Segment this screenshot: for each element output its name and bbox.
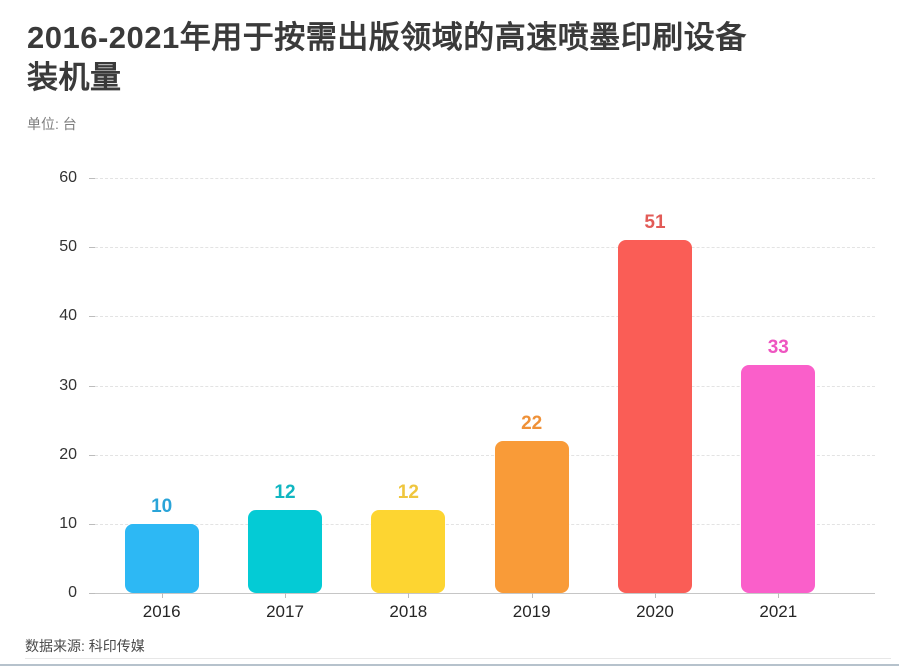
x-axis-slot-2018: 2018 (347, 593, 470, 633)
x-axis-tick-2016 (161, 593, 163, 598)
data-source-label: 数据来源: 科印传媒 (25, 638, 145, 654)
bar-group-2019: 22 (470, 178, 593, 593)
x-axis-label-2018: 2018 (389, 602, 428, 621)
bar-group-2020: 51 (593, 178, 716, 593)
y-axis-label-10: 10 (59, 514, 77, 532)
bar-value-label-2020: 51 (644, 212, 666, 234)
x-axis-slot-2016: 2016 (100, 593, 223, 633)
x-axis-label-2021: 2021 (759, 602, 798, 621)
bar-group-2016: 10 (100, 178, 223, 593)
gridline-40 (95, 316, 875, 318)
y-axis-label-20: 20 (59, 445, 77, 463)
x-axis-tick-2017 (284, 593, 286, 598)
bar-series: 10 12 12 22 51 33 (100, 178, 840, 593)
gridline-60 (95, 178, 875, 179)
y-axis: 0 10 20 30 40 50 60 (0, 169, 95, 601)
y-axis-label-30: 30 (59, 376, 77, 394)
x-axis-slot-2021: 2021 (717, 593, 840, 633)
x-axis-tick-2021 (778, 593, 780, 598)
gridline-10 (95, 523, 875, 525)
x-axis: 2016 2017 2018 2019 2020 2021 (100, 593, 840, 633)
bar-2021[interactable] (741, 364, 816, 593)
gridline-layer (95, 178, 875, 594)
y-axis-tick-30 (89, 385, 95, 387)
y-axis-tick-60 (89, 178, 95, 179)
x-axis-tick-2018 (408, 593, 410, 598)
bar-group-2018: 12 (347, 178, 470, 593)
x-axis-line (95, 593, 875, 594)
bar-value-label-2018: 12 (397, 482, 419, 503)
y-axis-tick-0 (89, 593, 95, 594)
gridline-50 (95, 247, 875, 249)
bar-2017[interactable] (247, 510, 322, 593)
footer-divider (25, 658, 891, 659)
bar-value-label-2021: 33 (767, 336, 789, 358)
y-axis-label-60: 60 (59, 169, 77, 186)
y-axis-tick-50 (89, 247, 95, 249)
bar-2019[interactable] (494, 440, 569, 593)
gridline-20 (95, 454, 875, 456)
x-axis-label-2017: 2017 (266, 602, 304, 621)
bottom-separator (0, 664, 899, 666)
x-axis-slot-2019: 2019 (470, 593, 593, 633)
bar-2018[interactable] (371, 510, 446, 593)
x-axis-label-2016: 2016 (142, 602, 181, 621)
y-axis-tick-40 (89, 316, 95, 318)
bar-value-label-2017: 12 (274, 482, 296, 503)
y-axis-tick-20 (89, 454, 95, 456)
bar-group-2021: 33 (717, 178, 840, 593)
x-axis-label-2020: 2020 (636, 602, 674, 621)
bar-2016[interactable] (124, 523, 199, 593)
x-axis-tick-2020 (654, 593, 656, 598)
bar-group-2017: 12 (223, 178, 346, 593)
x-axis-slot-2017: 2017 (223, 593, 346, 633)
unit-label: 单位: 台 (27, 116, 77, 132)
y-axis-label-50: 50 (59, 238, 77, 256)
bar-value-label-2016: 10 (151, 495, 173, 517)
bar-2020[interactable] (617, 240, 692, 593)
x-axis-slot-2020: 2020 (593, 593, 716, 633)
gridline-30 (95, 385, 875, 387)
bar-value-label-2019: 22 (521, 412, 543, 434)
y-axis-label-0: 0 (68, 584, 77, 601)
x-axis-tick-2019 (531, 593, 533, 598)
page-title-line-2: 装机量 (27, 60, 122, 95)
x-axis-label-2019: 2019 (512, 602, 551, 621)
y-axis-label-40: 40 (59, 307, 77, 325)
chart-header: 2016-2021年用于按需出版领域的高速喷墨印刷设备 装机量 单位: 台 (27, 18, 869, 134)
y-axis-tick-10 (89, 523, 95, 525)
page-title-line-1: 2016-2021年用于按需出版领域的高速喷墨印刷设备 (27, 20, 747, 55)
